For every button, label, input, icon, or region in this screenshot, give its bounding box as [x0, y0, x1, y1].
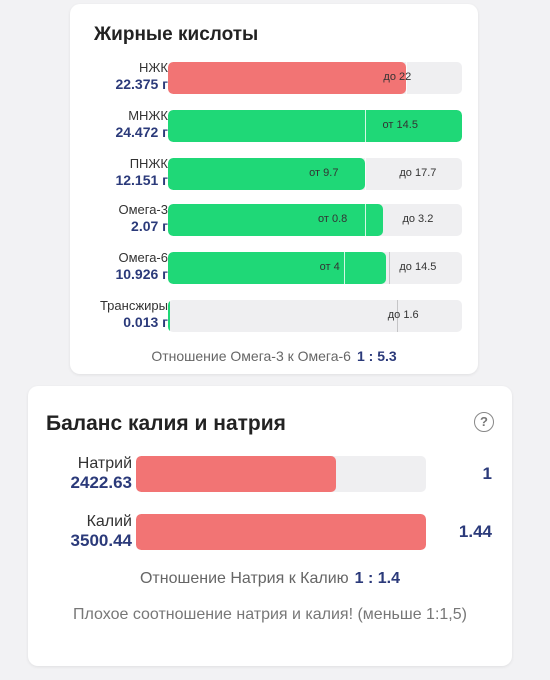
norm-range-label: от 14.5	[382, 119, 418, 131]
balance-bar-fill	[136, 514, 426, 550]
norm-range-label: до 3.2	[402, 213, 434, 225]
omega-ratio-label: Отношение Омега-3 к Омега-6	[151, 348, 351, 364]
fatty-acid-bar-fill	[168, 300, 171, 332]
fatty-acid-row: Трансжиры 0.013 г до 1.6	[70, 298, 478, 336]
fatty-acid-bar-track: от 0.8 до 3.2	[168, 204, 462, 236]
balance-ratio-number: 1.44	[458, 522, 492, 541]
fatty-acid-bar-track: до 1.6	[168, 300, 462, 332]
bar-tick-mark	[388, 252, 390, 284]
fatty-acid-label: Омега-3 2.07 г	[118, 202, 168, 234]
omega-ratio: Отношение Омега-3 к Омега-6 1 : 5.3	[70, 348, 478, 364]
fatty-acid-bar-fill	[168, 204, 383, 236]
balance-label: Калий 3500.44	[71, 512, 132, 550]
fatty-acid-label: НЖК 22.375 г	[115, 60, 168, 92]
norm-range-label: до 14.5	[399, 261, 437, 273]
bar-tick-mark	[344, 252, 346, 284]
fatty-acid-name: ПНЖК	[129, 156, 168, 171]
fatty-acid-row: Омега-3 2.07 г от 0.8 до 3.2	[70, 202, 478, 240]
fatty-acid-amount: 10.926 г	[115, 266, 168, 282]
fatty-acid-amount: 0.013 г	[123, 314, 168, 330]
fatty-acid-bar-track: от 14.5	[168, 110, 462, 142]
bar-tick-mark	[406, 62, 408, 94]
fatty-acid-amount: 2.07 г	[131, 218, 168, 234]
mineral-amount: 3500.44	[70, 531, 132, 550]
fatty-acid-name: МНЖК	[128, 108, 168, 123]
fatty-acid-amount: 24.472 г	[115, 124, 168, 140]
fatty-acid-bar-fill	[168, 252, 386, 284]
fatty-acid-label: МНЖК 24.472 г	[115, 108, 168, 140]
fatty-acid-row: ПНЖК 12.151 г от 9.7 до 17.7	[70, 156, 478, 194]
fatty-acid-row: МНЖК 24.472 г от 14.5	[70, 108, 478, 146]
balance-row: Натрий 2422.63 1	[28, 454, 512, 494]
balance-bar-fill	[136, 456, 337, 492]
fatty-acids-card: Жирные кислоты НЖК 22.375 г до 22 МНЖК 24.47…	[70, 4, 478, 374]
fatty-acid-bar-track: от 9.7 до 17.7	[168, 158, 462, 190]
norm-range-label: до 22	[383, 71, 412, 83]
bar-tick-mark	[364, 110, 366, 142]
fatty-acid-name: Трансжиры	[99, 298, 168, 313]
norm-range-label: до 17.7	[399, 167, 437, 179]
bar-tick-mark	[364, 204, 366, 236]
bar-tick-mark	[364, 158, 366, 190]
fatty-acid-bar-fill	[168, 62, 407, 94]
fatty-acid-bar-fill	[168, 158, 365, 190]
sodium-potassium-ratio-value: 1 : 1.4	[354, 570, 401, 587]
norm-range-label: от 4	[319, 261, 340, 273]
fatty-acids-title: Жирные кислоты	[94, 24, 259, 45]
balance-label: Натрий 2422.63	[71, 454, 132, 492]
mineral-amount: 2422.63	[70, 473, 132, 492]
omega-ratio-value: 1 : 5.3	[356, 348, 397, 364]
fatty-acid-name: НЖК	[139, 60, 168, 75]
balance-bar-track	[136, 514, 426, 550]
fatty-acid-label: Омега-6 10.926 г	[115, 250, 168, 282]
sodium-potassium-ratio: Отношение Натрия к Калию 1 : 1.4	[28, 570, 512, 588]
balance-ratio-number: 1	[482, 464, 492, 483]
fatty-acid-bar-track: от 4 до 14.5	[168, 252, 462, 284]
sodium-potassium-ratio-label: Отношение Натрия к Калию	[139, 570, 349, 587]
fatty-acid-row: НЖК 22.375 г до 22	[70, 60, 478, 98]
norm-range-label: от 9.7	[309, 167, 339, 179]
fatty-acid-bar-fill	[168, 110, 462, 142]
balance-row: Калий 3500.44 1.44	[28, 512, 512, 552]
mineral-name: Калий	[86, 513, 132, 530]
mineral-name: Натрий	[77, 455, 132, 472]
norm-range-label: до 1.6	[387, 309, 419, 321]
fatty-acid-amount: 22.375 г	[115, 76, 168, 92]
fatty-acid-name: Омега-3	[118, 202, 168, 217]
balance-title: Баланс калия и натрия	[46, 412, 286, 435]
fatty-acid-label: Трансжиры 0.013 г	[100, 298, 168, 330]
potassium-sodium-card: Баланс калия и натрия ? Натрий 2422.63 1 Ка…	[28, 386, 512, 666]
fatty-acid-row: Омега-6 10.926 г от 4 до 14.5	[70, 250, 478, 288]
help-icon[interactable]: ?	[474, 412, 494, 432]
fatty-acid-name: Омега-6	[118, 250, 168, 265]
balance-warning: Плохое соотношение натрия и калия! (мень…	[73, 606, 467, 623]
balance-bar-track	[136, 456, 426, 492]
fatty-acid-label: ПНЖК 12.151 г	[115, 156, 168, 188]
fatty-acid-amount: 12.151 г	[115, 172, 168, 188]
norm-range-label: от 0.8	[317, 213, 348, 225]
fatty-acid-bar-track: до 22	[168, 62, 462, 94]
bar-tick-mark	[397, 300, 399, 332]
